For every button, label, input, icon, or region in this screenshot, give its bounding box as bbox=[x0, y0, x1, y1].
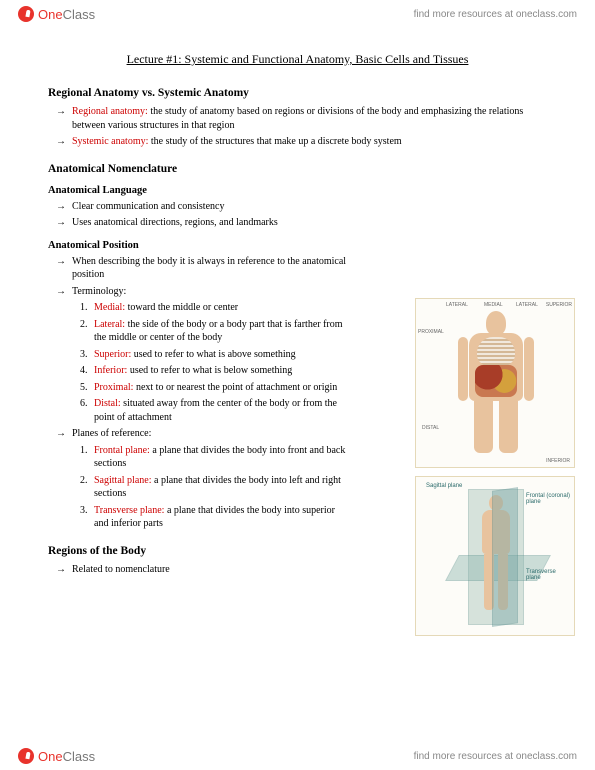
label-sagittal: Sagittal plane bbox=[426, 483, 462, 489]
list-item: Clear communication and consistency bbox=[72, 200, 547, 214]
definition: used to refer to what is above something bbox=[131, 349, 295, 360]
list-item: Medial: toward the middle or center bbox=[90, 301, 348, 315]
list-item: Sagittal plane: a plane that divides the… bbox=[90, 474, 348, 501]
logo-one: One bbox=[38, 749, 63, 764]
heading-language: Anatomical Language bbox=[48, 185, 547, 196]
list-item: Regional anatomy: the study of anatomy b… bbox=[72, 105, 547, 132]
list-item: Transverse plane: a plane that divides t… bbox=[90, 504, 348, 531]
sagittal-plane-shape bbox=[492, 487, 518, 627]
label-medial: MEDIAL bbox=[484, 302, 503, 308]
definition: situated away from the center of the bod… bbox=[94, 398, 337, 423]
term: Transverse plane: bbox=[94, 505, 164, 516]
list-item: Uses anatomical directions, regions, and… bbox=[72, 216, 547, 230]
heading-nomenclature: Anatomical Nomenclature bbox=[48, 163, 547, 175]
term: Proximal: bbox=[94, 382, 133, 393]
logo-class: Class bbox=[63, 749, 96, 764]
label-proximal: PROXIMAL bbox=[418, 329, 444, 335]
logo-class: Class bbox=[63, 7, 96, 22]
logo-text: OneClass bbox=[38, 7, 95, 22]
figures: LATERAL MEDIAL LATERAL SUPERIOR INFERIOR… bbox=[415, 298, 575, 644]
logo: OneClass bbox=[18, 748, 95, 764]
list-planes-intro: Planes of reference: bbox=[48, 427, 348, 441]
definition: the study of the structures that make up… bbox=[148, 136, 401, 147]
list-item: Frontal plane: a plane that divides the … bbox=[90, 444, 348, 471]
term: Regional anatomy: bbox=[72, 106, 148, 117]
page-content: Lecture #1: Systemic and Functional Anat… bbox=[0, 28, 595, 589]
term: Distal: bbox=[94, 398, 121, 409]
header-bar: OneClass find more resources at oneclass… bbox=[0, 0, 595, 28]
definition: next to or nearest the point of attachme… bbox=[133, 382, 337, 393]
logo: OneClass bbox=[18, 6, 95, 22]
heading-regional-vs-systemic: Regional Anatomy vs. Systemic Anatomy bbox=[48, 87, 547, 99]
list-item: Inferior: used to refer to what is below… bbox=[90, 364, 348, 378]
list-item: Terminology: bbox=[72, 285, 348, 299]
list-regional-systemic: Regional anatomy: the study of anatomy b… bbox=[48, 105, 547, 149]
figure-planes: Sagittal plane Frontal (coronal) plane T… bbox=[415, 476, 575, 636]
list-position: When describing the body it is always in… bbox=[48, 255, 348, 299]
label-frontal: Frontal (coronal) plane bbox=[526, 493, 570, 505]
label-superior: SUPERIOR bbox=[546, 302, 572, 308]
definition: the side of the body or a body part that… bbox=[94, 319, 343, 344]
term: Lateral: bbox=[94, 319, 125, 330]
header-link[interactable]: find more resources at oneclass.com bbox=[414, 9, 577, 20]
flame-icon bbox=[18, 748, 34, 764]
figure-anatomical-directions: LATERAL MEDIAL LATERAL SUPERIOR INFERIOR… bbox=[415, 298, 575, 468]
label-distal: DISTAL bbox=[422, 425, 439, 431]
logo-text: OneClass bbox=[38, 749, 95, 764]
list-item: Systemic anatomy: the study of the struc… bbox=[72, 135, 547, 149]
body-illustration bbox=[454, 311, 538, 456]
term: Superior: bbox=[94, 349, 131, 360]
list-language: Clear communication and consistency Uses… bbox=[48, 200, 547, 230]
list-item: When describing the body it is always in… bbox=[72, 255, 348, 282]
label-inferior: INFERIOR bbox=[546, 458, 570, 464]
definition: toward the middle or center bbox=[125, 302, 238, 313]
list-item: Superior: used to refer to what is above… bbox=[90, 348, 348, 362]
term: Systemic anatomy: bbox=[72, 136, 148, 147]
term: Sagittal plane: bbox=[94, 475, 152, 486]
definition: used to refer to what is below something bbox=[127, 365, 292, 376]
label-lateral: LATERAL bbox=[516, 302, 538, 308]
flame-icon bbox=[18, 6, 34, 22]
list-item: Planes of reference: bbox=[72, 427, 348, 441]
footer-bar: OneClass find more resources at oneclass… bbox=[0, 742, 595, 770]
label-transverse: Transverse plane bbox=[526, 569, 570, 581]
page-title: Lecture #1: Systemic and Functional Anat… bbox=[48, 52, 547, 67]
list-item: Lateral: the side of the body or a body … bbox=[90, 318, 348, 345]
label-lateral: LATERAL bbox=[446, 302, 468, 308]
list-item: Distal: situated away from the center of… bbox=[90, 397, 348, 424]
footer-link[interactable]: find more resources at oneclass.com bbox=[414, 751, 577, 762]
list-terminology: Medial: toward the middle or center Late… bbox=[48, 301, 348, 424]
logo-one: One bbox=[38, 7, 63, 22]
list-item: Proximal: next to or nearest the point o… bbox=[90, 381, 348, 395]
term: Frontal plane: bbox=[94, 445, 150, 456]
term: Inferior: bbox=[94, 365, 127, 376]
term: Medial: bbox=[94, 302, 125, 313]
list-planes: Frontal plane: a plane that divides the … bbox=[48, 444, 348, 531]
heading-position: Anatomical Position bbox=[48, 240, 547, 251]
